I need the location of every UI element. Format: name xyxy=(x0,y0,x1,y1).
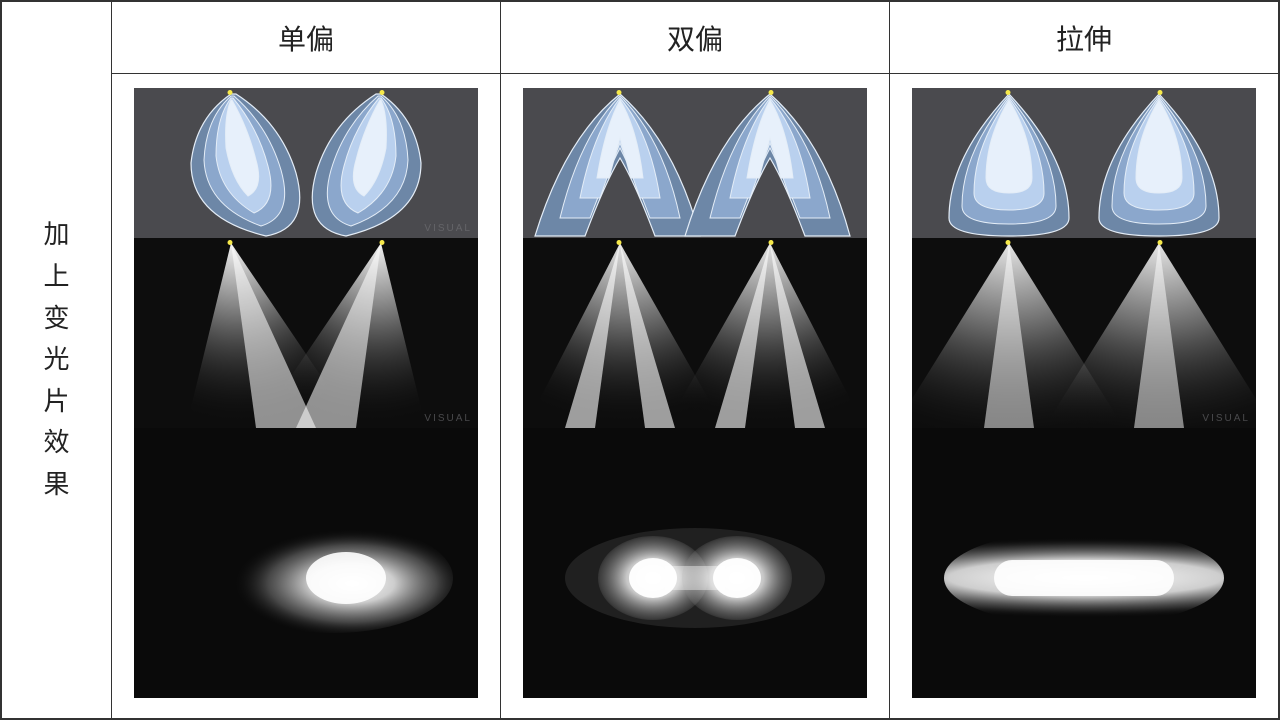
contour-svg xyxy=(523,88,867,238)
source-dot-icon xyxy=(1157,240,1162,245)
row-label: 加上变光片效果 xyxy=(43,214,69,505)
beam-svg xyxy=(523,238,867,428)
header-row: 单偏 双偏 拉伸 xyxy=(112,2,1278,74)
floor-double xyxy=(523,428,867,698)
floor-svg xyxy=(134,428,478,698)
source-dot-icon xyxy=(768,90,773,95)
floor-svg xyxy=(912,428,1256,698)
cell-stretch: VISUAL xyxy=(890,74,1278,718)
body-row: VISUAL xyxy=(112,74,1278,718)
watermark-label: VISUAL xyxy=(424,223,472,234)
contour-svg xyxy=(912,88,1256,238)
floor-single xyxy=(134,428,478,698)
source-dot-icon xyxy=(1006,240,1011,245)
beam-double xyxy=(523,238,867,428)
source-dot-icon xyxy=(617,240,622,245)
source-dot-icon xyxy=(1006,90,1011,95)
source-dot-icon xyxy=(228,90,233,95)
beam-stretch: VISUAL xyxy=(912,238,1256,428)
grid-area: 单偏 双偏 拉伸 xyxy=(112,2,1278,718)
floor-stretch xyxy=(912,428,1256,698)
header-double: 双偏 xyxy=(501,2,890,73)
source-dot-icon xyxy=(228,240,233,245)
contour-stretch xyxy=(912,88,1256,238)
cell-single: VISUAL xyxy=(112,74,501,718)
beam-single: VISUAL xyxy=(134,238,478,428)
source-dot-icon xyxy=(379,240,384,245)
source-dot-icon xyxy=(768,240,773,245)
contour-svg xyxy=(134,88,478,238)
watermark-label: VISUAL xyxy=(1202,413,1250,424)
header-single: 单偏 xyxy=(112,2,501,73)
beam-svg xyxy=(912,238,1256,428)
source-dot-icon xyxy=(1157,90,1162,95)
source-dot-icon xyxy=(379,90,384,95)
beam-svg xyxy=(134,238,478,428)
cell-double xyxy=(501,74,890,718)
contour-double xyxy=(523,88,867,238)
floor-svg xyxy=(523,428,867,698)
comparison-table: 加上变光片效果 单偏 双偏 拉伸 xyxy=(0,0,1280,720)
watermark-label: VISUAL xyxy=(424,413,472,424)
contour-single: VISUAL xyxy=(134,88,478,238)
source-dot-icon xyxy=(617,90,622,95)
header-stretch: 拉伸 xyxy=(890,2,1278,73)
row-label-column: 加上变光片效果 xyxy=(2,2,112,718)
